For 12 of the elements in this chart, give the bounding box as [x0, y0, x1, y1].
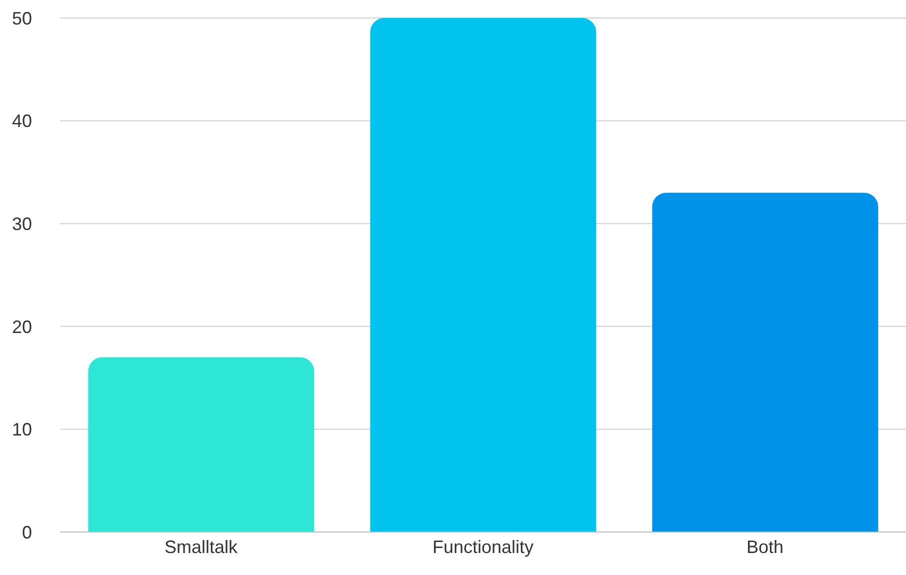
x-tick-label: Smalltalk	[164, 536, 239, 557]
bar	[88, 357, 314, 532]
y-tick-label: 0	[22, 522, 32, 542]
y-tick-label: 50	[12, 8, 32, 28]
y-tick-label: 30	[12, 214, 32, 234]
x-tick-label: Both	[746, 536, 784, 557]
y-tick-label: 40	[12, 111, 32, 132]
x-tick-label: Functionality	[432, 536, 534, 557]
y-tick-label: 10	[12, 420, 32, 440]
bar	[652, 192, 878, 532]
y-tick-label: 20	[12, 316, 32, 337]
bar	[370, 18, 596, 532]
